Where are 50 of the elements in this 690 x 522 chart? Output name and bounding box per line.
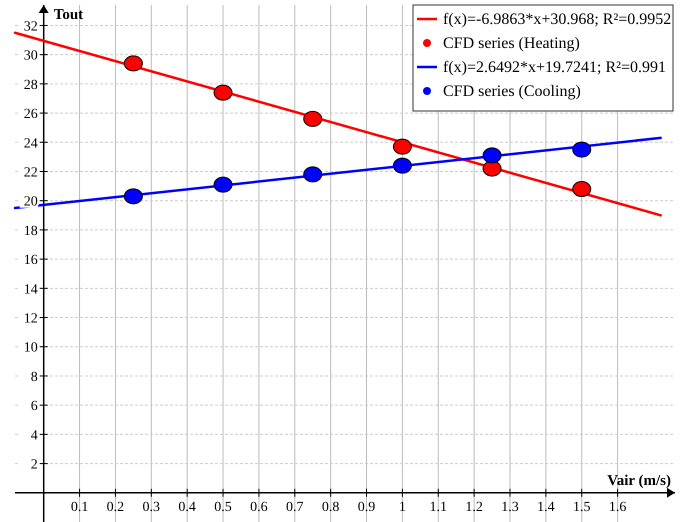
point xyxy=(392,138,412,155)
x-tick-label: 1.1 xyxy=(430,500,448,515)
x-tick-label: 1.3 xyxy=(501,500,519,515)
point xyxy=(124,55,143,72)
y-tick-label: 32 xyxy=(24,19,38,34)
y-tick-label: 26 xyxy=(24,107,38,122)
legend-label: CFD series (Heating) xyxy=(443,35,580,52)
x-axis-title: Vair (m/s) xyxy=(607,472,672,489)
x-tick-label: 0.4 xyxy=(178,500,196,515)
y-tick-label: 16 xyxy=(24,253,38,268)
x-tick-label: 1 xyxy=(398,500,406,515)
x-tick-label: 0.3 xyxy=(142,500,160,515)
y-tick-label: 6 xyxy=(30,399,38,414)
legend-label: CFD series (Cooling) xyxy=(443,83,581,100)
x-tick-label: 0.2 xyxy=(106,500,124,515)
x-tick-label: 0.7 xyxy=(286,500,304,515)
y-axis-title: Tout xyxy=(54,7,84,23)
point xyxy=(214,84,233,101)
x-tick-label: 0.9 xyxy=(358,500,376,515)
y-tick-label: 8 xyxy=(30,370,38,385)
x-tick-label: 0.6 xyxy=(250,500,268,515)
y-tick-label: 12 xyxy=(24,312,38,327)
x-tick-label: 0.5 xyxy=(214,500,232,515)
point xyxy=(303,166,322,182)
y-tick-label: 18 xyxy=(24,224,38,239)
point xyxy=(392,158,412,174)
x-tick-label: 1.5 xyxy=(572,500,590,515)
x-tick-label: 1.4 xyxy=(537,500,555,515)
point xyxy=(214,176,233,193)
y-tick-label: 4 xyxy=(30,428,38,444)
y-tick-label: 22 xyxy=(24,165,38,180)
point xyxy=(482,147,502,164)
x-tick-label: 1.2 xyxy=(465,500,483,515)
point xyxy=(572,142,592,158)
legend-label: f(x)=2.6492*x+19.7241; R²=0.991 xyxy=(443,59,666,76)
y-tick-label: 24 xyxy=(24,136,38,152)
point xyxy=(482,160,502,177)
legend-label: f(x)=-6.9863*x+30.968; R²=0.9952 xyxy=(443,11,672,28)
point xyxy=(572,181,592,198)
y-tick-label: 30 xyxy=(24,48,38,64)
y-tick-label: 20 xyxy=(24,194,38,210)
x-tick-label: 0.1 xyxy=(70,500,88,515)
x-tick-label: 0.8 xyxy=(322,500,340,515)
y-tick-label: 2 xyxy=(30,458,38,473)
point xyxy=(303,110,322,127)
y-tick-label: 28 xyxy=(24,78,38,93)
point xyxy=(124,188,143,204)
y-tick-label: 10 xyxy=(24,340,38,356)
x-tick-label: 1.6 xyxy=(608,500,626,515)
y-tick-label: 14 xyxy=(24,282,38,298)
